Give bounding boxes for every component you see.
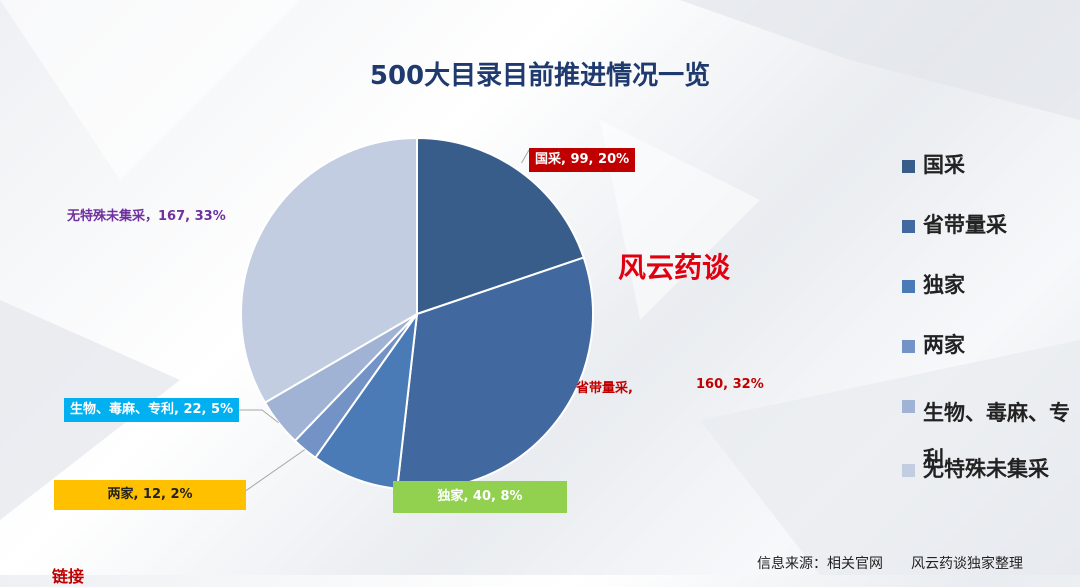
label-shengwu-duma-zhuanli: 生物、毒麻、专利, 22, 5% (64, 398, 240, 422)
legend-item: 生物、毒麻、专利 (902, 388, 1080, 471)
background-facets (0, 0, 1080, 575)
legend-swatch (902, 280, 915, 293)
pie-chart (238, 136, 594, 493)
legend-item: 无特殊未集采 (902, 452, 1080, 512)
label-dujia: 独家, 40, 8% (393, 481, 567, 513)
leader-guocai (521, 149, 530, 164)
label-shengdailiangcai-value: 160, 32% (696, 377, 764, 392)
leader-liangjia (243, 449, 306, 493)
link-note: 链接 (52, 567, 85, 586)
legend-label: 省带量采 (923, 213, 1007, 237)
label-shengdailiangcai-name: 省带量采, (576, 381, 633, 396)
leader-shengwu (238, 409, 279, 424)
source-note: 信息来源：相关官网 风云药谈独家整理 (757, 556, 1023, 572)
legend-label: 两家 (923, 333, 965, 357)
legend-item: 国采 (902, 148, 1080, 208)
legend-item: 独家 (902, 268, 1080, 328)
legend-swatch (902, 220, 915, 233)
slice-guocai (416, 136, 585, 316)
label-guocai: 国采, 99, 20% (529, 148, 636, 172)
legend-item: 两家 (902, 328, 1080, 388)
chart-legend: 国采 省带量采 独家 两家 生物、毒麻、专利 无特殊未集采 (902, 148, 1080, 512)
legend-swatch (902, 400, 915, 413)
legend-swatch (902, 464, 915, 477)
legend-swatch (902, 340, 915, 353)
legend-label: 独家 (923, 273, 965, 297)
legend-label: 国采 (923, 153, 965, 177)
legend-swatch (902, 160, 915, 173)
label-wuteshu-weijicai: 无特殊未集采，167, 33% (67, 209, 226, 224)
legend-label: 无特殊未集采 (923, 457, 1049, 481)
legend-item: 省带量采 (902, 208, 1080, 268)
legend-label: 生物、毒麻、专利 (923, 401, 1070, 471)
chart-title: 500大目录目前推进情况一览 (369, 61, 711, 91)
slice-wuteshu (240, 136, 418, 405)
watermark-text: 风云药谈 (618, 251, 731, 284)
label-liangjia: 两家, 12, 2% (54, 480, 246, 510)
